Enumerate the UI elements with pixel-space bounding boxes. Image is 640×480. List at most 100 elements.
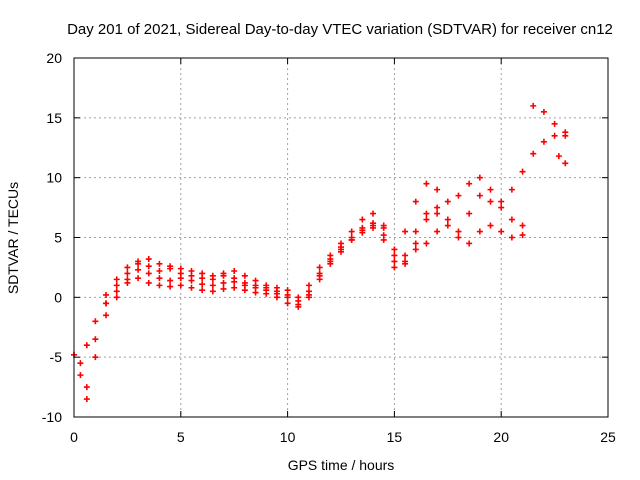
data-point (423, 210, 430, 217)
data-point (540, 108, 547, 115)
data-point (305, 294, 312, 301)
data-point (555, 153, 562, 160)
y-tick-label: 10 (46, 170, 62, 186)
x-tick-label: 10 (280, 429, 296, 445)
data-point (327, 258, 334, 265)
data-point (199, 270, 206, 277)
x-tick-label: 15 (387, 429, 403, 445)
chart-title: Day 201 of 2021, Sidereal Day-to-day VTE… (67, 21, 613, 38)
data-point (167, 263, 174, 270)
data-point (177, 282, 184, 289)
data-point (338, 246, 344, 253)
data-marks (71, 102, 569, 403)
data-point (167, 277, 174, 284)
x-tick-label: 5 (177, 429, 185, 445)
data-point (241, 272, 248, 279)
data-point (156, 275, 163, 282)
data-point (455, 192, 462, 199)
data-point (199, 281, 206, 288)
data-point (188, 284, 195, 291)
x-tick-label: 0 (70, 429, 78, 445)
data-point (103, 291, 110, 298)
data-point (498, 204, 505, 211)
data-point (145, 263, 152, 270)
data-point (498, 228, 505, 235)
data-point (77, 372, 84, 379)
data-point (273, 284, 280, 291)
data-point (391, 252, 398, 259)
data-point (231, 284, 238, 291)
data-point (188, 277, 195, 284)
data-point (295, 297, 302, 304)
data-point (83, 342, 90, 349)
data-point (177, 275, 184, 282)
data-point (455, 234, 462, 241)
data-point (434, 186, 441, 193)
data-point (412, 246, 419, 253)
data-point (370, 210, 377, 217)
axis-ticks: 0 5 10 15 20 25 -10 -5 0 5 10 15 20 (42, 50, 616, 445)
data-point (252, 289, 259, 296)
data-point (113, 288, 120, 295)
data-point (83, 396, 90, 403)
series-track-5 (530, 102, 569, 139)
data-point (135, 275, 142, 282)
x-axis-label: GPS time / hours (288, 457, 395, 473)
y-tick-label: -5 (50, 349, 63, 365)
data-point (145, 256, 152, 263)
data-point (295, 303, 302, 310)
data-point (156, 282, 163, 289)
data-point (135, 260, 142, 267)
series-track-6 (555, 153, 569, 167)
data-point (444, 222, 451, 229)
data-point (508, 234, 515, 241)
data-point (530, 150, 537, 157)
data-point (540, 138, 547, 145)
data-point (519, 222, 526, 229)
data-point (412, 198, 419, 205)
data-point (466, 210, 473, 217)
y-tick-label: 0 (54, 289, 62, 305)
grid (74, 58, 608, 417)
data-point (519, 168, 526, 175)
data-point (220, 279, 227, 286)
data-point (391, 264, 398, 271)
data-point (348, 228, 355, 235)
data-point (551, 120, 558, 127)
data-point (423, 180, 430, 187)
data-point (370, 224, 377, 231)
data-point (156, 260, 163, 267)
data-point (412, 240, 419, 247)
data-point (487, 186, 494, 193)
data-point (167, 283, 174, 290)
y-tick-label: 20 (46, 50, 62, 66)
data-point (434, 210, 441, 217)
y-axis-label: SDTVAR / TECUs (5, 182, 21, 294)
data-point (444, 198, 451, 205)
data-point (562, 160, 569, 167)
data-point (124, 270, 131, 277)
data-point (508, 216, 515, 223)
data-point (434, 204, 441, 211)
data-point (466, 240, 473, 247)
data-point (284, 291, 291, 298)
data-point (156, 268, 163, 275)
data-point (252, 277, 259, 284)
data-point (124, 264, 131, 271)
data-point (188, 268, 195, 275)
data-point (391, 246, 398, 253)
data-point (209, 272, 216, 279)
series-track-3 (83, 192, 526, 403)
data-point (177, 265, 184, 272)
data-point (380, 236, 387, 243)
data-point (231, 268, 238, 275)
data-point (241, 287, 248, 294)
data-point (508, 186, 515, 193)
data-point (92, 336, 99, 343)
data-point (498, 198, 505, 205)
data-point (551, 132, 558, 139)
data-point (391, 258, 398, 265)
data-point (476, 192, 483, 199)
data-point (273, 294, 280, 301)
